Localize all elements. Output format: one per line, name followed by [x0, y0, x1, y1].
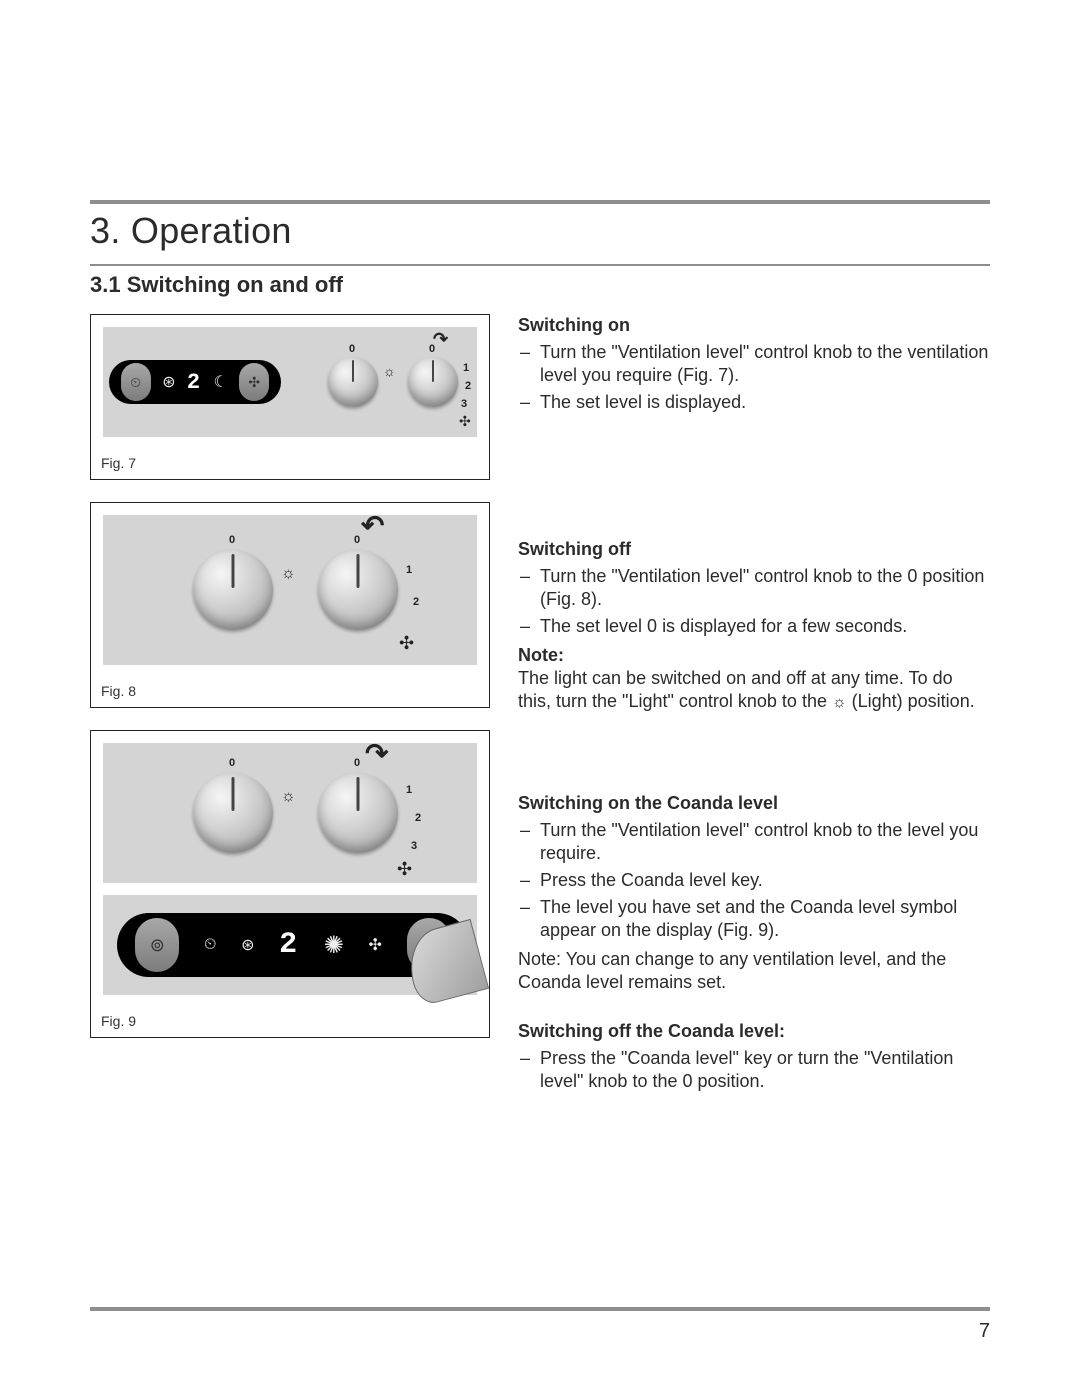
- display-value: 2: [279, 928, 299, 962]
- knob-mark-3: 3: [461, 399, 467, 410]
- rotate-back-arrow-icon: ↶: [361, 509, 384, 542]
- switching-off-list: Turn the "Ventilation level" control kno…: [518, 565, 990, 638]
- display-icon: ☾: [214, 372, 228, 392]
- sun-icon: ☼: [383, 363, 396, 379]
- coanda-on-heading: Switching on the Coanda level: [518, 792, 990, 815]
- timer-icon: ⏲: [204, 936, 216, 954]
- switching-on-block: Switching on Turn the "Ventilation level…: [518, 314, 990, 512]
- figure-9-caption: Fig. 9: [91, 1007, 489, 1037]
- list-item: Turn the "Ventilation level" control kno…: [536, 341, 990, 387]
- list-item: The set level 0 is displayed for a few s…: [536, 615, 990, 638]
- fan-icon: ✣: [399, 633, 414, 654]
- display-end-left: ⊚: [135, 918, 179, 972]
- chapter-title: 3. Operation: [90, 210, 990, 252]
- manual-page: 3. Operation 3.1 Switching on and off ⏲ …: [0, 0, 1080, 1397]
- list-item: The set level is displayed.: [536, 391, 990, 414]
- light-knob: [328, 357, 378, 407]
- sun-icon: ☼: [832, 694, 847, 711]
- list-item: Press the Coanda level key.: [536, 869, 990, 892]
- switching-off-heading: Switching off: [518, 538, 990, 561]
- list-item: Turn the "Ventilation level" control kno…: [536, 819, 990, 865]
- knob-mark-1: 1: [406, 785, 412, 796]
- knob-mark-3: 3: [411, 841, 417, 852]
- knob-mark-0: 0: [354, 758, 360, 769]
- figure-7: ⏲ ⊛ 2 ☾ ✣ 0 ☼ 0 ↷ 1 2: [90, 314, 490, 480]
- figure-9-panel-bottom: ⊚ ⏲ ⊛ 2 ✺ ✣ ✣: [103, 895, 477, 995]
- switching-on-list: Turn the "Ventilation level" control kno…: [518, 341, 990, 414]
- coanda-off-heading: Switching off the Coanda level:: [518, 1020, 990, 1043]
- display-icon: ⊛: [162, 372, 175, 392]
- figures-column: ⏲ ⊛ 2 ☾ ✣ 0 ☼ 0 ↷ 1 2: [90, 314, 490, 1119]
- fan-icon: ✣: [459, 413, 471, 430]
- coanda-note: Note: You can change to any ventilation …: [518, 948, 990, 994]
- coanda-on-list: Turn the "Ventilation level" control kno…: [518, 819, 990, 942]
- ventilation-knob: [408, 357, 458, 407]
- fan-icon: ✣: [397, 859, 412, 880]
- knob-mark-1: 1: [463, 363, 469, 374]
- display-value: 2: [187, 370, 202, 395]
- knob-mark-2: 2: [465, 381, 471, 392]
- sun-icon: ☼: [281, 788, 296, 806]
- ventilation-knob: [318, 550, 398, 630]
- list-item: The level you have set and the Coanda le…: [536, 896, 990, 942]
- note-text-post: (Light) position.: [847, 691, 975, 711]
- switching-on-heading: Switching on: [518, 314, 990, 337]
- light-knob: [193, 773, 273, 853]
- footer-rule: [90, 1307, 990, 1311]
- knob-mark-0: 0: [229, 535, 235, 546]
- display-icon: ✣: [369, 935, 382, 955]
- mid-rule: [90, 264, 990, 266]
- list-item: Turn the "Ventilation level" control kno…: [536, 565, 990, 611]
- ventilation-knob: [318, 773, 398, 853]
- figure-8-caption: Fig. 8: [91, 677, 489, 707]
- display-strip: ⏲ ⊛ 2 ☾ ✣: [109, 360, 281, 404]
- figure-9: 0 ☼ 0 ↷ 1 2 3 ✣ ⊚ ⏲: [90, 730, 490, 1038]
- display-end-left: ⏲: [121, 363, 151, 401]
- knob-mark-2: 2: [415, 813, 421, 824]
- page-number: 7: [979, 1320, 990, 1343]
- figure-7-caption: Fig. 7: [91, 449, 489, 479]
- note-label: Note:: [518, 644, 990, 667]
- knob-mark-0: 0: [354, 535, 360, 546]
- knob-mark-1: 1: [406, 565, 412, 576]
- rotate-arrow-icon: ↷: [365, 737, 388, 770]
- figure-8-panel: 0 ☼ 0 ↶ 1 2 ✣: [103, 515, 477, 665]
- switching-off-block: Switching off Turn the "Ventilation leve…: [518, 538, 990, 766]
- burst-icon: ✺: [324, 931, 344, 960]
- knob-mark-0: 0: [229, 758, 235, 769]
- note-body: The light can be switched on and off at …: [518, 667, 990, 714]
- display-icon: ⊛: [241, 935, 254, 955]
- top-rule: [90, 200, 990, 204]
- text-column: Switching on Turn the "Ventilation level…: [518, 314, 990, 1119]
- display-end-right: ✣: [239, 363, 269, 401]
- coanda-off-list: Press the "Coanda level" key or turn the…: [518, 1047, 990, 1093]
- sun-icon: ☼: [281, 565, 296, 583]
- knob-mark-2: 2: [413, 597, 419, 608]
- coanda-off-block: Switching off the Coanda level: Press th…: [518, 1020, 990, 1093]
- light-knob: [193, 550, 273, 630]
- figure-9-panel-top: 0 ☼ 0 ↷ 1 2 3 ✣: [103, 743, 477, 883]
- list-item: Press the "Coanda level" key or turn the…: [536, 1047, 990, 1093]
- knob-mark-0: 0: [349, 344, 355, 355]
- rotate-arrow-icon: ↷: [433, 329, 448, 350]
- section-title: 3.1 Switching on and off: [90, 272, 990, 298]
- two-column-layout: ⏲ ⊛ 2 ☾ ✣ 0 ☼ 0 ↷ 1 2: [90, 314, 990, 1119]
- figure-8: 0 ☼ 0 ↶ 1 2 ✣ Fig. 8: [90, 502, 490, 708]
- figure-7-panel: ⏲ ⊛ 2 ☾ ✣ 0 ☼ 0 ↷ 1 2: [103, 327, 477, 437]
- coanda-on-block: Switching on the Coanda level Turn the "…: [518, 792, 990, 994]
